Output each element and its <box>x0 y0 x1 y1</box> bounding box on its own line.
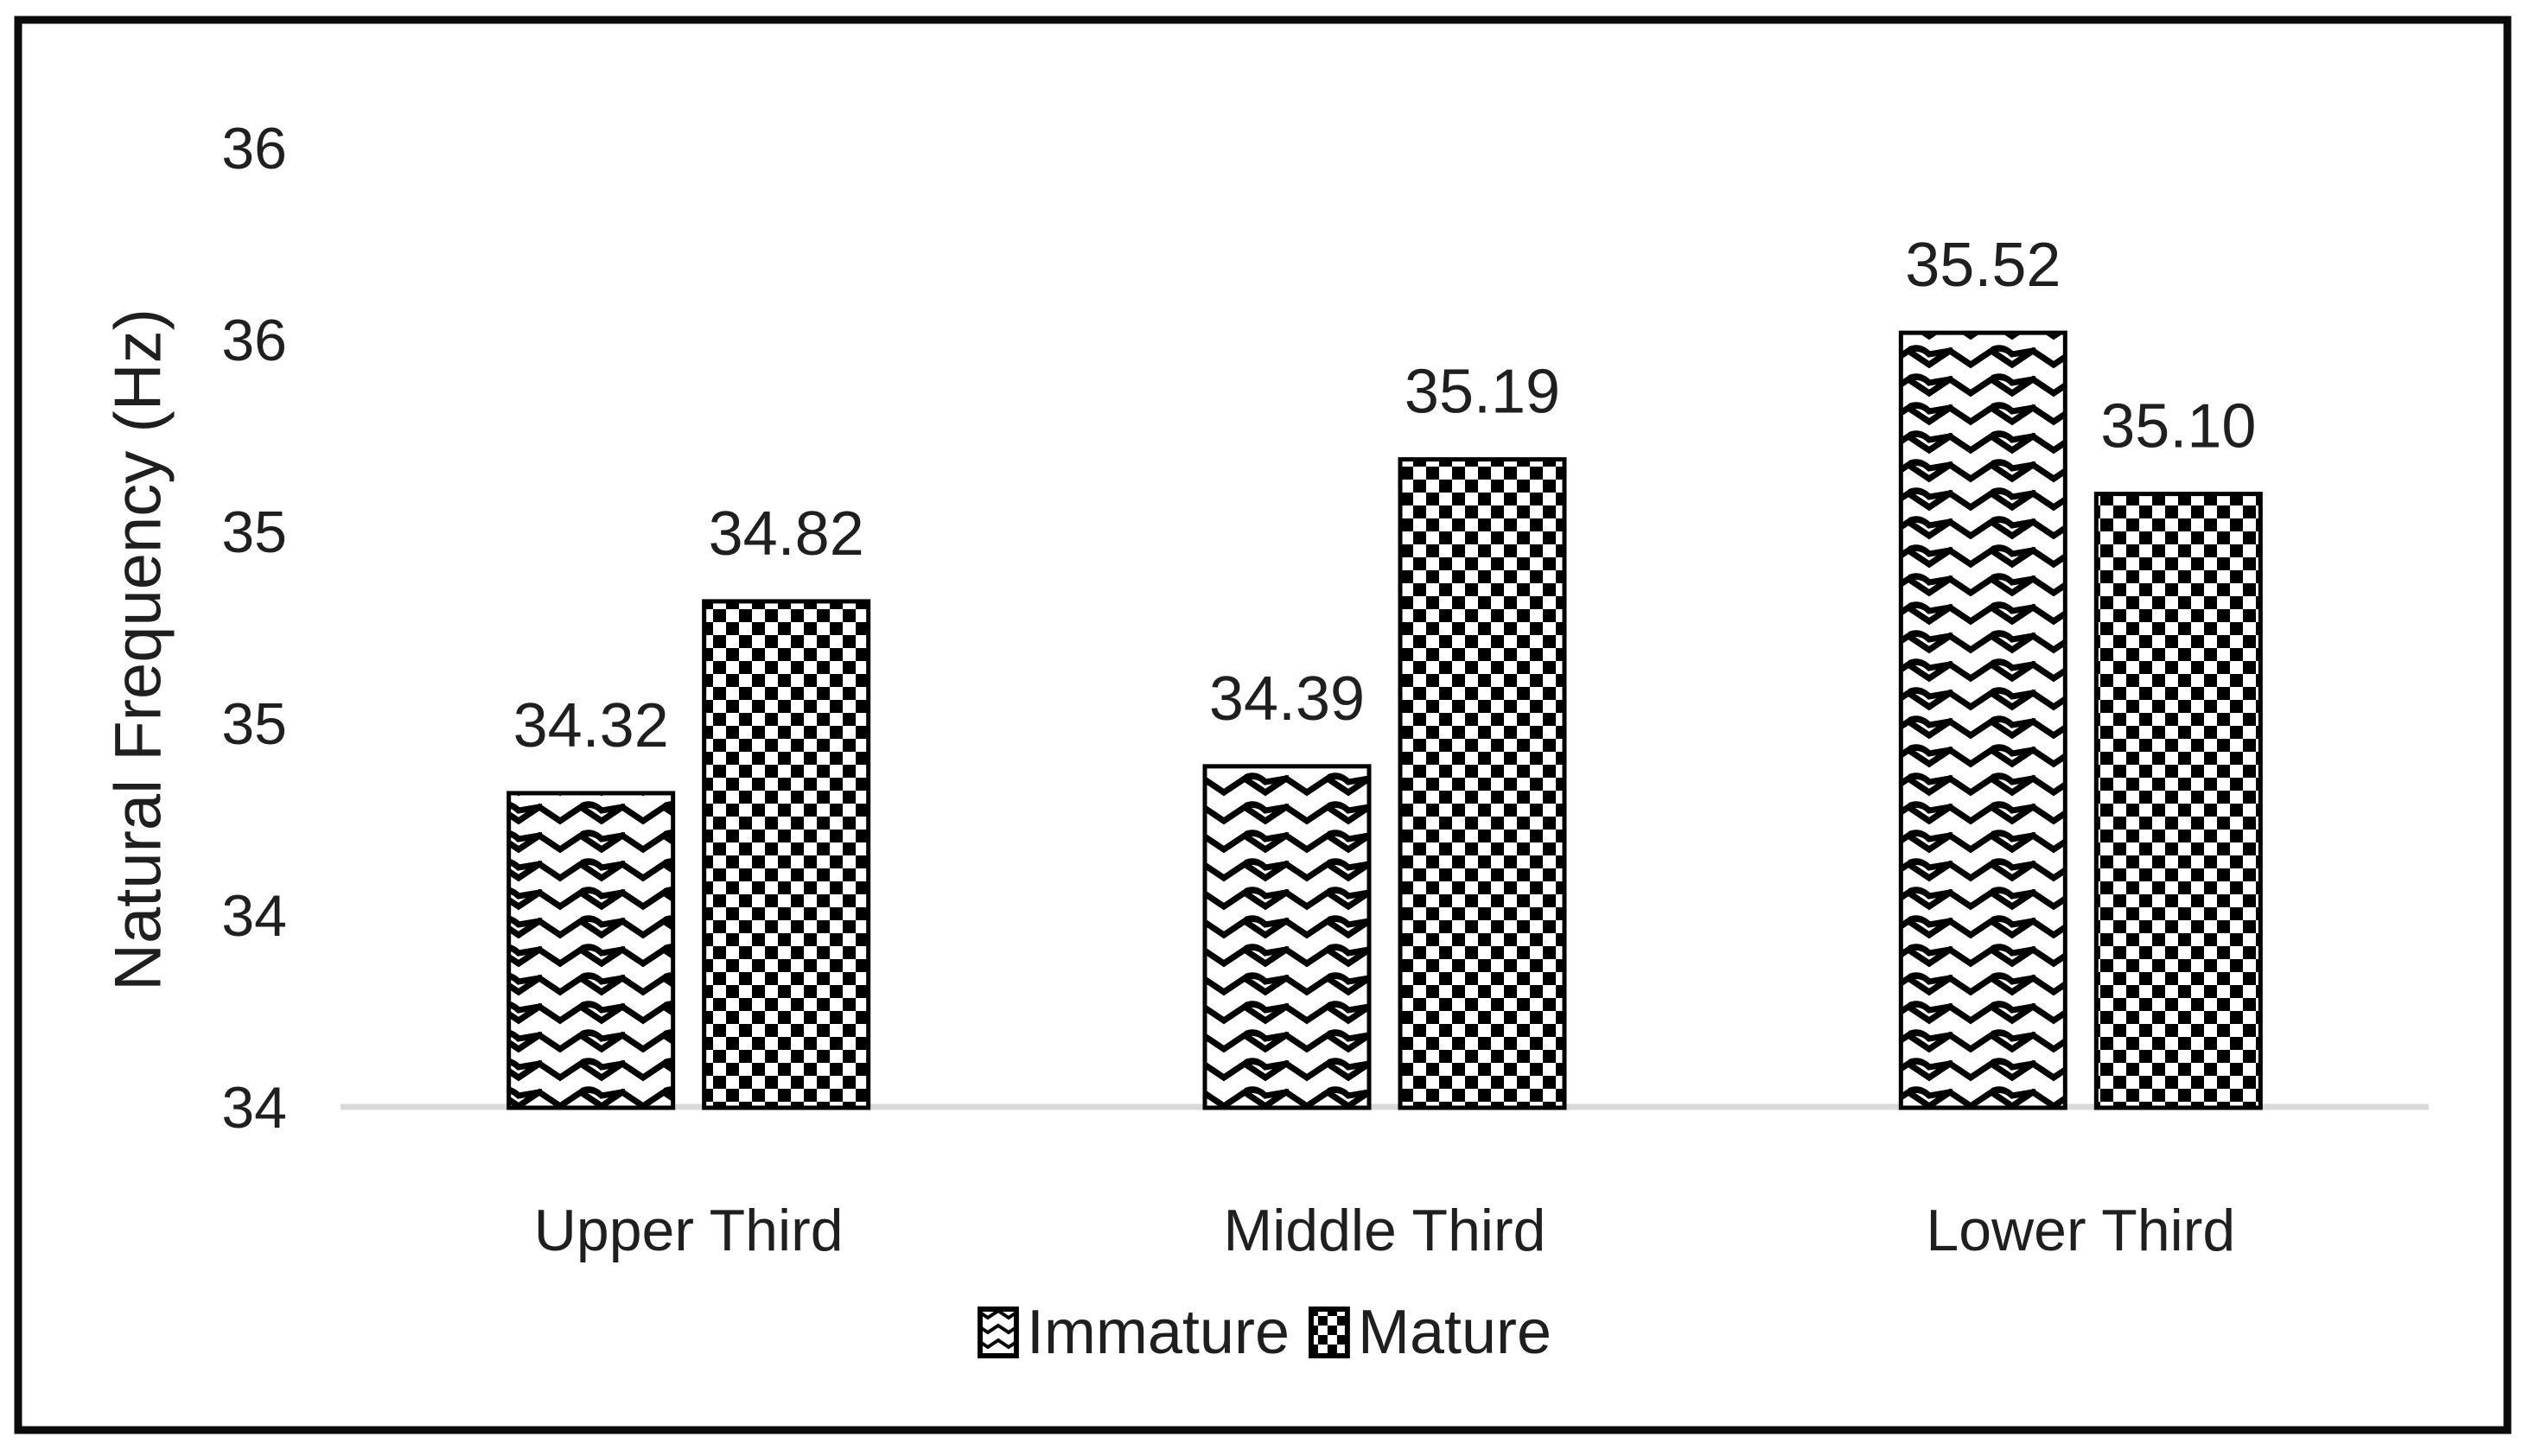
y-tick-label: 35 <box>221 691 287 757</box>
bar-immature-upper-third <box>506 791 676 1110</box>
value-label-immature-lower-third: 35.52 <box>1905 231 2061 300</box>
y-tick-label: 35 <box>221 499 287 565</box>
y-tick-label: 34 <box>221 1075 287 1141</box>
bars <box>506 330 2263 1110</box>
legend: Immature Mature <box>977 1298 1552 1367</box>
value-labels: 34.32 34.39 35.52 34.82 35.19 35.10 <box>513 231 2257 760</box>
category-labels: Upper Third Middle Third Lower Third <box>534 1198 2235 1263</box>
legend-item-immature: Immature <box>977 1298 1290 1367</box>
legend-label-mature: Mature <box>1357 1298 1552 1367</box>
y-tick-label: 36 <box>221 308 287 373</box>
bar-mature-middle-third <box>1398 457 1567 1110</box>
value-label-immature-middle-third: 34.39 <box>1209 664 1365 734</box>
value-label-immature-upper-third: 34.32 <box>513 691 669 760</box>
x-category-label-middle-third: Middle Third <box>1224 1198 1546 1263</box>
y-tick-label: 36 <box>221 116 287 181</box>
x-category-label-lower-third: Lower Third <box>1926 1198 2235 1263</box>
value-label-mature-middle-third: 35.19 <box>1405 358 1560 427</box>
bar-mature-lower-third <box>2093 492 2263 1110</box>
bar-mature-upper-third <box>702 599 871 1110</box>
x-category-label-upper-third: Upper Third <box>534 1198 844 1263</box>
legend-wavy-pattern-icon <box>977 1307 1019 1358</box>
y-axis-tick-labels: 34 34 35 35 36 36 <box>221 116 287 1141</box>
value-label-mature-upper-third: 34.82 <box>709 499 864 569</box>
bar-immature-lower-third <box>1898 330 2067 1110</box>
value-label-mature-lower-third: 35.10 <box>2100 392 2256 461</box>
y-axis-title: Natural Frequency (Hz) <box>102 308 175 991</box>
legend-item-mature: Mature <box>1308 1298 1552 1367</box>
chart-frame-border <box>14 16 2512 1434</box>
bar-immature-middle-third <box>1202 764 1372 1110</box>
y-tick-label: 34 <box>221 883 287 949</box>
legend-label-immature: Immature <box>1026 1298 1290 1367</box>
legend-checker-pattern-icon <box>1308 1307 1350 1358</box>
